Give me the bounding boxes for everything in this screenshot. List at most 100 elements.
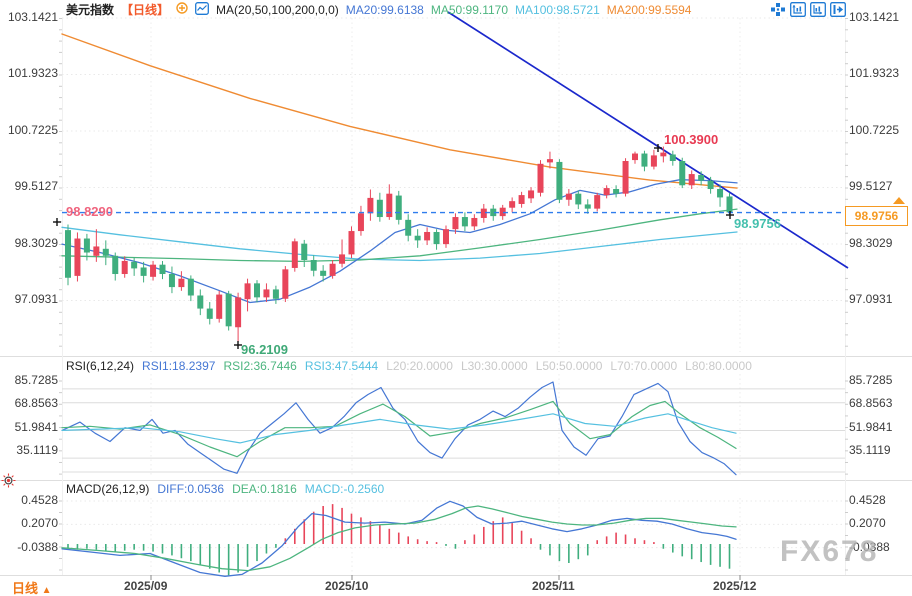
macd-macd-value: MACD:-0.2560	[304, 481, 385, 496]
candle-body	[150, 264, 157, 277]
candle-body	[263, 289, 270, 298]
candle-body	[348, 231, 355, 255]
candle-body	[272, 289, 279, 299]
timeframe-tab-arrow-icon: ▲	[41, 585, 52, 596]
macd-axis-label: 0.2070	[849, 516, 886, 531]
price-axis-label: 101.9323	[849, 66, 900, 81]
add-indicator-icon[interactable]	[176, 2, 188, 17]
ma-settings[interactable]: MA(20,50,100,200,0,0)	[216, 2, 339, 17]
alert-price-label[interactable]: 98.8290	[66, 204, 113, 219]
candle-body	[244, 283, 251, 300]
candle-body	[594, 195, 601, 209]
candle-body	[565, 193, 572, 200]
month-label: 2025/11	[532, 579, 575, 593]
candle-body	[216, 294, 223, 319]
candle-body	[65, 230, 71, 278]
candle-body	[291, 241, 298, 268]
ma100-value: MA100:98.5721	[515, 2, 600, 17]
rsi-level-50: L50:50.0000	[535, 358, 603, 373]
last-price-label: 98.9756	[734, 216, 781, 231]
current-price-tag: 98.9756	[845, 206, 908, 226]
timeframe-tab[interactable]: 日线 ▲	[12, 578, 52, 596]
rsi-axis-label: 68.8563	[849, 396, 893, 411]
macd-header: MACD(26,12,9) DIFF:0.0536 DEA:0.1816 MAC…	[66, 481, 384, 496]
candle-body	[688, 174, 695, 186]
candle-body	[320, 270, 327, 276]
candle-body	[679, 161, 686, 186]
macd-axis-label: 0.4528	[849, 492, 886, 507]
month-label: 2025/09	[124, 579, 168, 593]
candle-body	[386, 193, 393, 218]
candle-body	[395, 195, 402, 220]
candle-body	[206, 308, 213, 319]
candle-body	[414, 235, 421, 241]
candle-body	[546, 159, 553, 163]
ma20-value: MA20:99.6138	[345, 2, 424, 17]
candle-body	[528, 190, 535, 199]
crosshair-tool-icon[interactable]	[769, 2, 786, 17]
macd-axis-label: 0.2070	[21, 516, 58, 531]
price-axis-label: 99.5127	[849, 179, 893, 194]
price-axis-label: 98.3029	[849, 235, 893, 250]
candle-body	[632, 153, 638, 161]
price-axis-label: 97.0931	[849, 292, 893, 307]
candle-body	[433, 231, 440, 245]
candle-body	[225, 293, 232, 327]
rsi-axis-label: 35.1119	[849, 443, 891, 458]
scale-up-axis-icon[interactable]	[789, 2, 806, 17]
candle-body	[367, 197, 374, 214]
candle-body	[102, 248, 109, 256]
macd-axis-label: 0.4528	[21, 492, 58, 507]
candle-body	[93, 246, 100, 256]
candle-body	[707, 180, 714, 190]
price-axis-label: 100.7225	[849, 122, 900, 137]
candle-body	[121, 260, 128, 275]
candle-body	[650, 155, 657, 167]
candle-body	[159, 264, 166, 275]
candle-body	[669, 154, 676, 162]
peak-price-label: 100.3900	[664, 132, 719, 147]
candle-body	[301, 243, 308, 261]
candle-body	[603, 188, 610, 196]
chart-header: 美元指数 【日线】 MA(20,50,100,200,0,0) MA20:99.…	[66, 1, 691, 18]
rsi-title[interactable]: RSI(6,12,24)	[66, 358, 135, 373]
symbol-name: 美元指数	[66, 3, 115, 17]
candle-body	[140, 267, 147, 276]
candle-body	[112, 255, 119, 275]
candle-body	[452, 217, 459, 230]
macd-title[interactable]: MACD(26,12,9)	[66, 481, 150, 496]
candle-body	[622, 161, 629, 194]
candle-body	[131, 261, 138, 269]
candle-body	[461, 217, 468, 227]
low-price-label: 96.2109	[241, 342, 288, 357]
rsi-axis-label: 85.7285	[14, 373, 58, 387]
rsi-axis-label: 51.9841	[849, 419, 893, 434]
candle-body	[339, 254, 346, 264]
month-label: 2025/12	[713, 579, 757, 593]
price-axis-label: 97.0931	[14, 292, 58, 307]
price-axis-label: 98.3029	[14, 235, 58, 250]
line-chart-icon[interactable]	[195, 1, 209, 18]
candle-body	[584, 204, 591, 209]
rsi3-value: RSI3:47.5444	[304, 358, 379, 373]
scale-right-axis-icon[interactable]	[809, 2, 826, 17]
candle-body	[698, 175, 705, 181]
ma50-value: MA50:99.1170	[430, 2, 509, 17]
macd-axis-label: -0.0388	[849, 539, 890, 554]
candle-body	[717, 189, 724, 198]
period-label[interactable]: 【日线】	[121, 3, 170, 17]
candle-body	[726, 196, 733, 213]
rsi-axis-label: 68.8563	[14, 396, 58, 411]
candle-body	[282, 269, 289, 299]
candle-body	[613, 189, 620, 194]
candle-body	[178, 278, 185, 288]
candle-body	[197, 295, 204, 309]
pan-right-icon[interactable]	[829, 2, 846, 17]
rsi-level-70: L70:70.0000	[610, 358, 678, 373]
price-axis-label: 103.1421	[7, 10, 58, 24]
candle-body	[518, 195, 525, 204]
candle-body	[490, 208, 497, 217]
chart-toolbar	[769, 2, 846, 17]
month-label: 2025/10	[325, 579, 369, 593]
